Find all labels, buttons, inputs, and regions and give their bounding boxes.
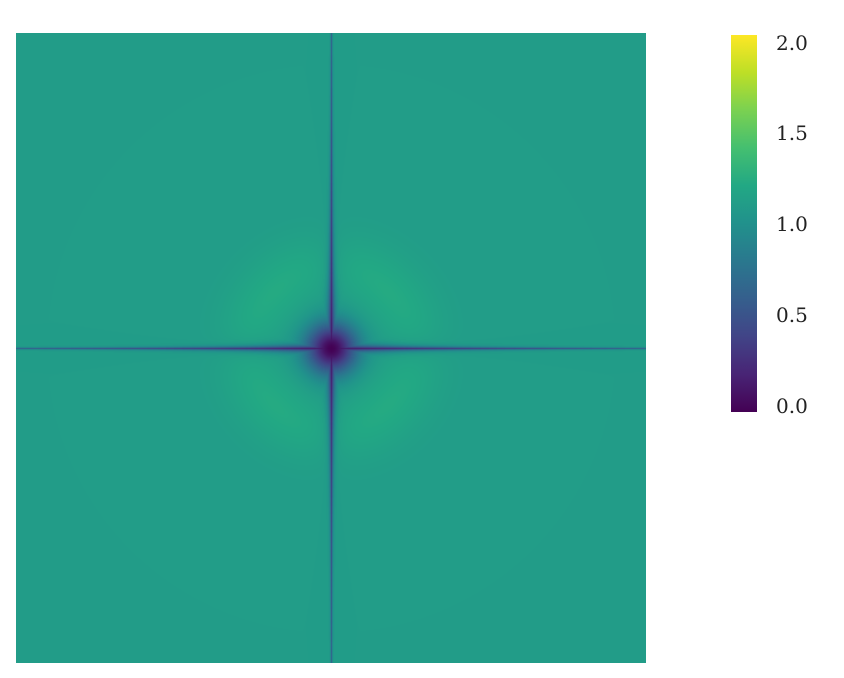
colorbar-tick-label: 2.0 [776,31,808,55]
heatmap-image [16,33,646,663]
colorbar-tick-label: 1.5 [776,121,808,145]
heatmap-plot [16,33,646,663]
colorbar-gradient [731,35,757,412]
colorbar: 2.0 1.5 1.0 0.5 0.0 [731,31,808,418]
colorbar-tick-label: 0.0 [776,394,808,418]
colorbar-tick-label: 0.5 [776,303,808,327]
heatmap-image-container [16,33,646,663]
colorbar-ticks: 2.0 1.5 1.0 0.5 0.0 [776,31,808,418]
colorbar-tick-label: 1.0 [776,212,808,236]
